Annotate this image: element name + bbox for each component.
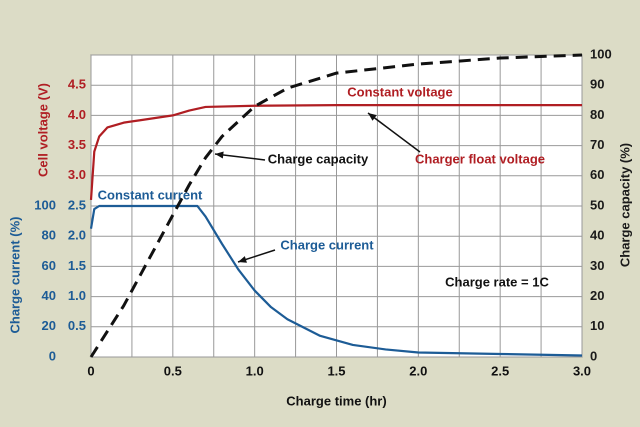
annotation: Charger float voltage [415, 151, 545, 166]
y-tick-label: 2.5 [68, 197, 86, 212]
annotation: Constant voltage [347, 84, 452, 99]
y2-tick-label: 30 [590, 258, 604, 273]
y2-tick-label: 90 [590, 77, 604, 92]
y2-tick-label: 70 [590, 137, 604, 152]
y2-tick-label: 0 [590, 348, 597, 363]
x-axis-title: Charge time (hr) [286, 393, 386, 408]
annotation: Charge capacity [268, 151, 369, 166]
y-tick-label: 1.0 [68, 288, 86, 303]
x-tick-label: 3.0 [573, 363, 591, 378]
x-tick-label: 2.5 [491, 363, 509, 378]
y2-tick-label: 20 [590, 288, 604, 303]
y2-tick-label: 10 [590, 318, 604, 333]
y-axis-title: Cell voltage (V) [35, 83, 50, 177]
y-tick-label: 3.5 [68, 137, 86, 152]
annotation: Constant current [98, 187, 203, 202]
y2-tick-label: 60 [590, 167, 604, 182]
arrow-head [215, 151, 224, 159]
y-tick-label: 2.0 [68, 228, 86, 243]
y-tick-label: 4.5 [68, 77, 86, 92]
y3-tick-label: 80 [42, 228, 56, 243]
series-line [89, 204, 583, 357]
y2-tick-label: 100 [590, 46, 612, 61]
x-tick-label: 1.5 [327, 363, 345, 378]
arrow-head [238, 256, 247, 263]
annotation: Charge rate = 1C [445, 274, 549, 289]
series-line [89, 53, 583, 358]
x-tick-label: 2.0 [409, 363, 427, 378]
y3-tick-label: 100 [34, 197, 56, 212]
annotation-arrow [367, 112, 421, 153]
y-tick-label: 1.5 [68, 258, 86, 273]
y-tick-label: 4.0 [68, 107, 86, 122]
y3-tick-label: 60 [42, 258, 56, 273]
y2-axis-title: Charge capacity (%) [617, 143, 632, 267]
arrow-head [368, 113, 377, 121]
x-tick-label: 0.5 [164, 363, 182, 378]
y2-tick-label: 50 [590, 197, 604, 212]
y-tick-label: 3.0 [68, 167, 86, 182]
annotation-arrow [214, 153, 266, 161]
y2-tick-label: 80 [590, 107, 604, 122]
y2-tick-label: 40 [590, 228, 604, 243]
y3-axis-title: Charge current (%) [7, 216, 22, 333]
y3-tick-label: 0 [49, 348, 56, 363]
series-line [89, 104, 582, 201]
y3-tick-label: 40 [42, 288, 56, 303]
x-tick-label: 1.0 [246, 363, 264, 378]
y3-tick-label: 20 [42, 318, 56, 333]
y-tick-label: 0.5 [68, 318, 86, 333]
x-tick-label: 0 [87, 363, 94, 378]
annotation: Charge current [280, 237, 374, 252]
